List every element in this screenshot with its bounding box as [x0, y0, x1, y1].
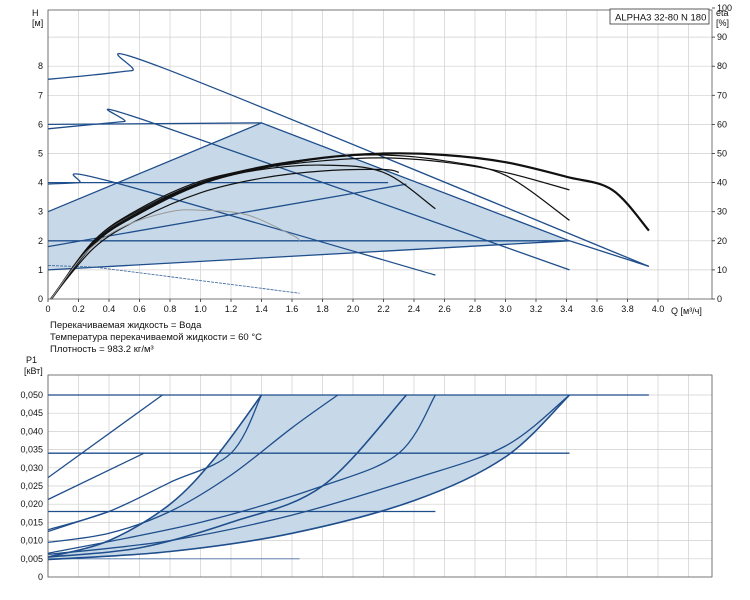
power-chart-frame: [47, 374, 713, 578]
head-curve-7: [47, 183, 407, 248]
eta-tick-label: 20: [717, 236, 727, 246]
head-chart-curves: [47, 53, 650, 300]
head-curve-10: [47, 265, 300, 294]
head-operating-area: [48, 122, 570, 270]
head-tick-label: 4: [38, 178, 43, 188]
fluid-note: Перекачиваемая жидкость = Вода: [50, 320, 202, 331]
power-curve-4: [47, 394, 163, 479]
head-tick-label: 0: [38, 294, 43, 304]
eta-tick-label: 50: [717, 149, 727, 159]
flow-tick-label: 3.8: [621, 304, 634, 314]
head-curve-15: [50, 168, 399, 300]
head-curve-12: [50, 154, 570, 300]
power-tick-label: 0,010: [20, 536, 43, 546]
eta-axis-unit: [%]: [716, 18, 729, 28]
power-operating-area-shape: [48, 395, 570, 560]
head-curve-9: [569, 240, 650, 268]
head-tick-label: 3: [38, 207, 43, 217]
power-curve-9: [47, 394, 571, 561]
head-curve-0: [47, 53, 650, 268]
power-operating-area: [48, 395, 570, 560]
head-curve-14: [50, 157, 570, 300]
power-tick-label: 0,040: [20, 426, 43, 436]
power-tick-label: 0: [38, 572, 43, 582]
flow-tick-label: 3.2: [530, 304, 543, 314]
head-operating-area-shape: [48, 122, 570, 270]
power-chart-curves: [47, 394, 649, 561]
flow-tick-label: 3.4: [560, 304, 573, 314]
head-axis-label: H: [32, 8, 39, 18]
power-tick-label: 0,015: [20, 517, 43, 527]
flow-tick-label: 3.0: [499, 304, 512, 314]
eta-tick-label: 40: [717, 178, 727, 188]
flow-tick-label: 2.0: [347, 304, 360, 314]
power-tick-label: 0,025: [20, 481, 43, 491]
flow-tick-label: 4.0: [652, 304, 665, 314]
power-chart-axes: 0 0,005 0,010 0,015 0,020 0,025 0,030 0,035 0,04…: [20, 374, 713, 582]
flow-tick-label: 2.8: [469, 304, 482, 314]
power-curve-11: [47, 394, 570, 556]
power-curve-10: [47, 394, 339, 544]
head-curve-16: [50, 209, 300, 300]
eta-tick-label: 80: [717, 61, 727, 71]
eta-tick-label: 100: [717, 3, 732, 13]
temperature-note: Температура перекачиваемой жидкости = 60…: [50, 332, 262, 343]
power-tick-label: 0,005: [20, 554, 43, 564]
power-curve-8: [47, 394, 407, 558]
flow-tick-label: 0: [45, 304, 50, 314]
power-tick-label: 0,020: [20, 499, 43, 509]
power-curve-7: [47, 394, 263, 558]
flow-tick-label: 1.6: [286, 304, 299, 314]
eta-tick-label: 0: [717, 294, 722, 304]
flow-tick-label: 0.8: [164, 304, 177, 314]
eta-tick-label: 30: [717, 207, 727, 217]
power-tick-label: 0,030: [20, 463, 43, 473]
head-tick-label: 8: [38, 61, 43, 71]
flow-tick-label: 3.6: [591, 304, 604, 314]
head-chart-axes: 0 0.2 0.4 0.6 0.8 1.0 1.2 1.4 1.6 1.8 2.0 2.2 2.4 2.6…: [38, 3, 732, 314]
head-axis-unit: [м]: [32, 18, 43, 28]
flow-tick-label: 1.2: [225, 304, 238, 314]
flow-tick-label: 0.2: [72, 304, 85, 314]
flow-tick-label: 1.4: [255, 304, 268, 314]
head-chart-frame: [47, 9, 713, 300]
power-curve-12: [47, 394, 263, 531]
eta-tick-label: 90: [717, 32, 727, 42]
power-tick-label: 0,050: [20, 390, 43, 400]
model-label-box: [609, 8, 710, 25]
head-tick-label: 1: [38, 265, 43, 275]
flow-axis-label: Q [м³/ч]: [671, 306, 702, 316]
power-curve-5: [47, 452, 145, 501]
power-axis-label: P1: [26, 355, 37, 365]
flow-tick-label: 1.0: [194, 304, 207, 314]
flow-tick-label: 1.8: [316, 304, 329, 314]
eta-tick-label: 10: [717, 265, 727, 275]
density-note: Плотность = 983.2 кг/м³: [50, 344, 154, 355]
power-axis-unit: [кВт]: [24, 366, 43, 376]
power-curve-13: [47, 394, 436, 554]
flow-tick-label: 0.6: [133, 304, 146, 314]
eta-tick-label: 70: [717, 90, 727, 100]
head-curve-6: [47, 240, 570, 271]
flow-tick-label: 2.6: [438, 304, 451, 314]
eta-tick-label: 60: [717, 119, 727, 129]
flow-tick-label: 0.4: [103, 304, 116, 314]
head-tick-label: 5: [38, 149, 43, 159]
model-label: ALPHA3 32-80 N 180: [615, 13, 706, 24]
power-tick-label: 0,035: [20, 445, 43, 455]
head-tick-label: 6: [38, 119, 43, 129]
head-curve-8: [47, 122, 262, 213]
head-tick-label: 7: [38, 90, 43, 100]
power-tick-label: 0,045: [20, 408, 43, 418]
eta-axis-label: eta: [716, 8, 729, 18]
head-tick-label: 2: [38, 236, 43, 246]
flow-tick-label: 2.4: [408, 304, 421, 314]
flow-tick-label: 2.2: [377, 304, 390, 314]
